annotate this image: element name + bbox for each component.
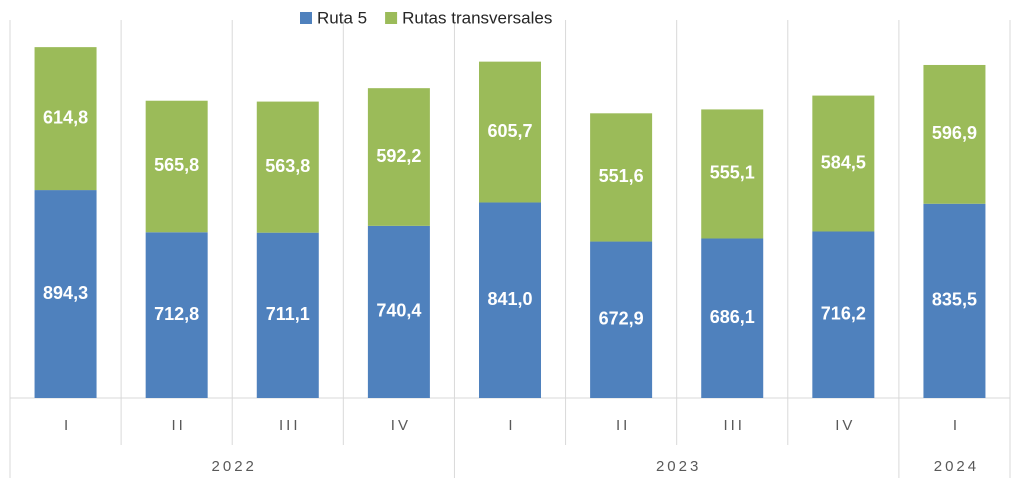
value-label: 672,9 bbox=[599, 309, 644, 329]
bar-segment bbox=[34, 47, 97, 191]
x-tick-label: III bbox=[723, 417, 745, 434]
value-label: 551,6 bbox=[599, 166, 644, 186]
legend-label: Rutas transversales bbox=[402, 8, 552, 27]
value-label: 841,0 bbox=[487, 289, 532, 309]
x-tick-label: II bbox=[171, 417, 185, 434]
value-label: 894,3 bbox=[43, 283, 88, 303]
bar-segment bbox=[145, 232, 208, 398]
group-label: 2022 bbox=[212, 458, 257, 475]
x-tick-label: I bbox=[64, 417, 71, 434]
bar-segment bbox=[812, 231, 875, 398]
x-tick-label: I bbox=[508, 417, 515, 434]
legend-swatch bbox=[300, 12, 312, 24]
value-label: 563,8 bbox=[265, 156, 310, 176]
value-label: 835,5 bbox=[932, 290, 977, 310]
x-tick-label: IV bbox=[835, 417, 855, 434]
bar-segment bbox=[367, 88, 430, 226]
value-label: 716,2 bbox=[821, 303, 866, 323]
legend-label: Ruta 5 bbox=[317, 8, 367, 27]
bar-segment bbox=[923, 203, 986, 398]
value-label: 605,7 bbox=[487, 121, 532, 141]
x-tick-label: II bbox=[616, 417, 630, 434]
x-tick-label: IV bbox=[391, 417, 411, 434]
bar-segment bbox=[812, 95, 875, 232]
bar-segment bbox=[701, 238, 764, 398]
value-label: 596,9 bbox=[932, 123, 977, 143]
value-label: 686,1 bbox=[710, 307, 755, 327]
bar-segment bbox=[590, 241, 653, 398]
x-tick-label: III bbox=[279, 417, 301, 434]
bar-segment bbox=[479, 202, 541, 398]
value-label: 740,4 bbox=[376, 301, 421, 321]
bar-segment bbox=[367, 225, 430, 398]
value-label: 555,1 bbox=[710, 163, 755, 183]
group-label: 2024 bbox=[934, 458, 979, 475]
bar-segment bbox=[590, 113, 653, 242]
group-label: 2023 bbox=[656, 458, 701, 475]
value-label: 592,2 bbox=[376, 146, 421, 166]
value-label: 712,8 bbox=[154, 304, 199, 324]
value-label: 565,8 bbox=[154, 155, 199, 175]
bar-segment bbox=[256, 101, 319, 233]
value-label: 584,5 bbox=[821, 152, 866, 172]
bar-segment bbox=[256, 232, 319, 398]
value-label: 711,1 bbox=[266, 304, 310, 324]
bar-segment bbox=[34, 190, 97, 398]
bar-segment bbox=[701, 109, 764, 239]
bar-segment bbox=[145, 100, 208, 233]
bar-segment bbox=[923, 64, 986, 204]
bar-segment bbox=[479, 61, 541, 203]
legend-swatch bbox=[385, 12, 398, 24]
value-label: 614,8 bbox=[43, 107, 88, 127]
x-tick-label: I bbox=[953, 417, 960, 434]
